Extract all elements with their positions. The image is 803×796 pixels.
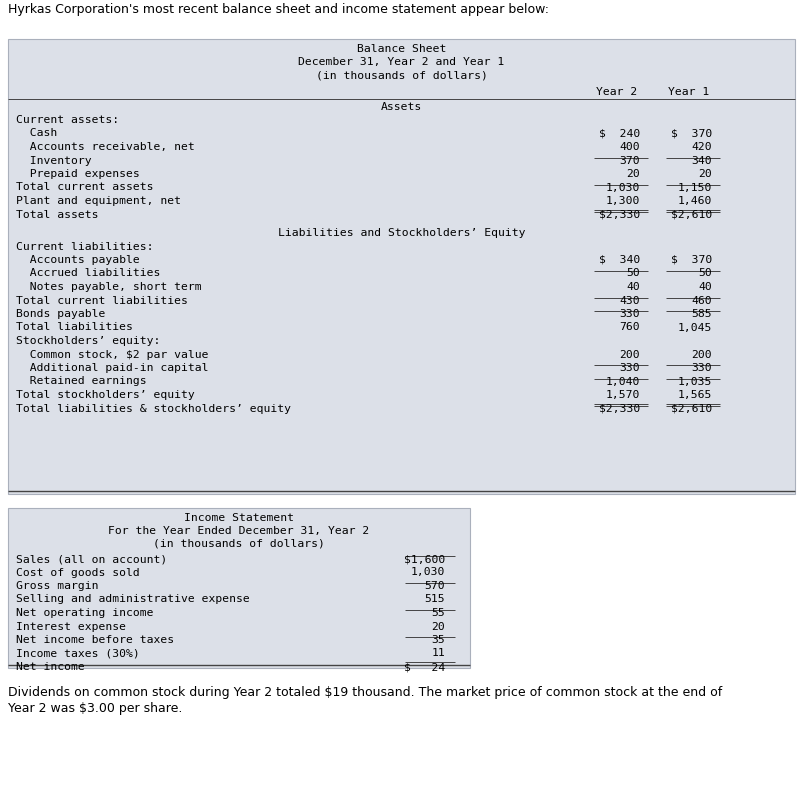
Text: $  340: $ 340 (598, 255, 639, 265)
Text: $2,330: $2,330 (598, 209, 639, 220)
Text: 1,150: 1,150 (677, 182, 711, 193)
Text: Assets: Assets (381, 102, 422, 111)
Text: 1,030: 1,030 (410, 568, 444, 578)
Text: 40: 40 (626, 282, 639, 292)
Text: Bonds payable: Bonds payable (16, 309, 105, 319)
Text: 35: 35 (430, 635, 444, 645)
Text: Plant and equipment, net: Plant and equipment, net (16, 196, 181, 206)
Text: Retained earnings: Retained earnings (16, 377, 146, 387)
Text: (in thousands of dollars): (in thousands of dollars) (315, 70, 487, 80)
Text: Accounts receivable, net: Accounts receivable, net (16, 142, 194, 152)
Text: Net operating income: Net operating income (16, 608, 153, 618)
Text: $   24: $ 24 (403, 662, 444, 672)
Text: Liabilities and Stockholders’ Equity: Liabilities and Stockholders’ Equity (277, 228, 524, 238)
Text: For the Year Ended December 31, Year 2: For the Year Ended December 31, Year 2 (108, 526, 369, 536)
Bar (8, 508, 470, 668)
Text: Net income: Net income (16, 662, 84, 672)
Text: 1,570: 1,570 (605, 390, 639, 400)
Text: 200: 200 (691, 349, 711, 360)
Text: 40: 40 (697, 282, 711, 292)
Text: 420: 420 (691, 142, 711, 152)
Text: $  370: $ 370 (670, 255, 711, 265)
Text: Income taxes (30%): Income taxes (30%) (16, 649, 140, 658)
Text: Year 2 was $3.00 per share.: Year 2 was $3.00 per share. (8, 702, 182, 715)
Text: 20: 20 (626, 169, 639, 179)
Text: 1,460: 1,460 (677, 196, 711, 206)
Text: 330: 330 (618, 309, 639, 319)
Text: (in thousands of dollars): (in thousands of dollars) (153, 539, 324, 549)
Text: Gross margin: Gross margin (16, 581, 99, 591)
Text: $  370: $ 370 (670, 128, 711, 139)
Text: 400: 400 (618, 142, 639, 152)
Text: $  240: $ 240 (598, 128, 639, 139)
Text: Year 2: Year 2 (596, 87, 637, 97)
Text: Total liabilities & stockholders’ equity: Total liabilities & stockholders’ equity (16, 404, 291, 413)
Text: Balance Sheet: Balance Sheet (357, 44, 446, 54)
Text: 760: 760 (618, 322, 639, 333)
Text: Total current liabilities: Total current liabilities (16, 295, 188, 306)
Text: 1,035: 1,035 (677, 377, 711, 387)
Text: 20: 20 (430, 622, 444, 631)
Text: $2,330: $2,330 (598, 404, 639, 413)
Text: Prepaid expenses: Prepaid expenses (16, 169, 140, 179)
Text: 1,040: 1,040 (605, 377, 639, 387)
Text: Net income before taxes: Net income before taxes (16, 635, 174, 645)
Text: Stockholders’ equity:: Stockholders’ equity: (16, 336, 160, 346)
Text: Income Statement: Income Statement (184, 513, 294, 523)
Text: $2,610: $2,610 (670, 209, 711, 220)
Text: Accrued liabilities: Accrued liabilities (16, 268, 160, 279)
Text: Total current assets: Total current assets (16, 182, 153, 193)
Text: Current assets:: Current assets: (16, 115, 119, 125)
Text: 430: 430 (618, 295, 639, 306)
Text: 570: 570 (424, 581, 444, 591)
Text: Hyrkas Corporation's most recent balance sheet and income statement appear below: Hyrkas Corporation's most recent balance… (8, 3, 548, 16)
Text: 330: 330 (618, 363, 639, 373)
Text: $1,600: $1,600 (403, 554, 444, 564)
Text: Interest expense: Interest expense (16, 622, 126, 631)
Text: 515: 515 (424, 595, 444, 604)
Text: 11: 11 (430, 649, 444, 658)
Text: Dividends on common stock during Year 2 totaled $19 thousand. The market price o: Dividends on common stock during Year 2 … (8, 686, 721, 699)
Text: 585: 585 (691, 309, 711, 319)
Text: 50: 50 (626, 268, 639, 279)
Text: 370: 370 (618, 155, 639, 166)
Text: Cash: Cash (16, 128, 57, 139)
Text: 50: 50 (697, 268, 711, 279)
Text: Additional paid-in capital: Additional paid-in capital (16, 363, 208, 373)
Text: Notes payable, short term: Notes payable, short term (16, 282, 202, 292)
Text: $2,610: $2,610 (670, 404, 711, 413)
Text: Year 1: Year 1 (667, 87, 709, 97)
Text: Cost of goods sold: Cost of goods sold (16, 568, 140, 578)
Text: Selling and administrative expense: Selling and administrative expense (16, 595, 250, 604)
Text: 460: 460 (691, 295, 711, 306)
Text: 1,045: 1,045 (677, 322, 711, 333)
Text: 340: 340 (691, 155, 711, 166)
Bar (8, 39, 794, 494)
Text: 200: 200 (618, 349, 639, 360)
Text: Total liabilities: Total liabilities (16, 322, 132, 333)
Text: Total stockholders’ equity: Total stockholders’ equity (16, 390, 194, 400)
Text: 330: 330 (691, 363, 711, 373)
Text: 1,565: 1,565 (677, 390, 711, 400)
Text: 1,030: 1,030 (605, 182, 639, 193)
Text: Accounts payable: Accounts payable (16, 255, 140, 265)
Text: Current liabilities:: Current liabilities: (16, 241, 153, 252)
Text: Inventory: Inventory (16, 155, 92, 166)
Text: 20: 20 (697, 169, 711, 179)
Text: Sales (all on account): Sales (all on account) (16, 554, 167, 564)
Text: 55: 55 (430, 608, 444, 618)
Text: 1,300: 1,300 (605, 196, 639, 206)
Text: December 31, Year 2 and Year 1: December 31, Year 2 and Year 1 (298, 57, 504, 67)
Text: Common stock, $2 par value: Common stock, $2 par value (16, 349, 208, 360)
Text: Total assets: Total assets (16, 209, 99, 220)
